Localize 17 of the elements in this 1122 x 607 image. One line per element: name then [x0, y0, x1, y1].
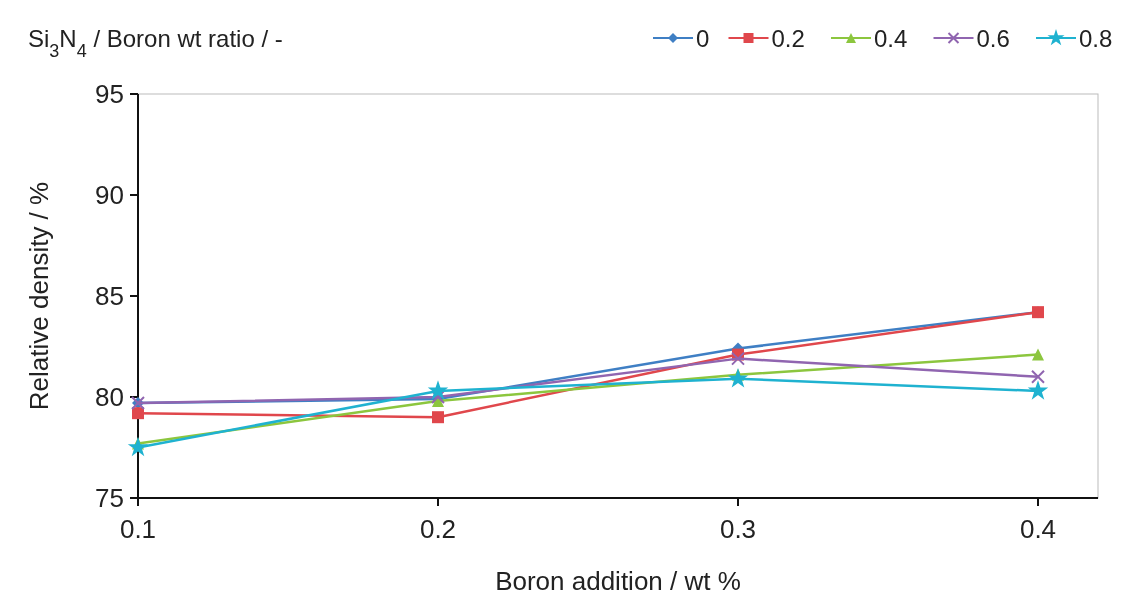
- y-tick-label: 75: [95, 483, 124, 514]
- x-tick-label: 0.2: [419, 514, 457, 544]
- x-tick-label: 0.4: [1019, 514, 1057, 544]
- y-tick-label: 95: [95, 79, 124, 110]
- legend-label: 0.8: [1079, 25, 1113, 52]
- y-tick-label: 80: [95, 382, 124, 413]
- legend-label: 0.2: [771, 25, 805, 52]
- legend-label: 0.4: [874, 25, 908, 52]
- y-axis-title: Relative density / %: [24, 181, 54, 411]
- legend-label: 0.6: [976, 25, 1010, 52]
- legend-label: 0: [696, 25, 710, 52]
- legend-title: Si$_{3}$N$_{4}$ / Boron wt ratio / -: [28, 25, 283, 61]
- x-axis-title: Boron addition / wt %: [495, 566, 741, 596]
- y-tick-label: 85: [95, 281, 124, 312]
- y-tick-label: 90: [95, 180, 124, 211]
- x-tick-label: 0.3: [719, 514, 757, 544]
- x-tick-label: 0.1: [119, 514, 157, 544]
